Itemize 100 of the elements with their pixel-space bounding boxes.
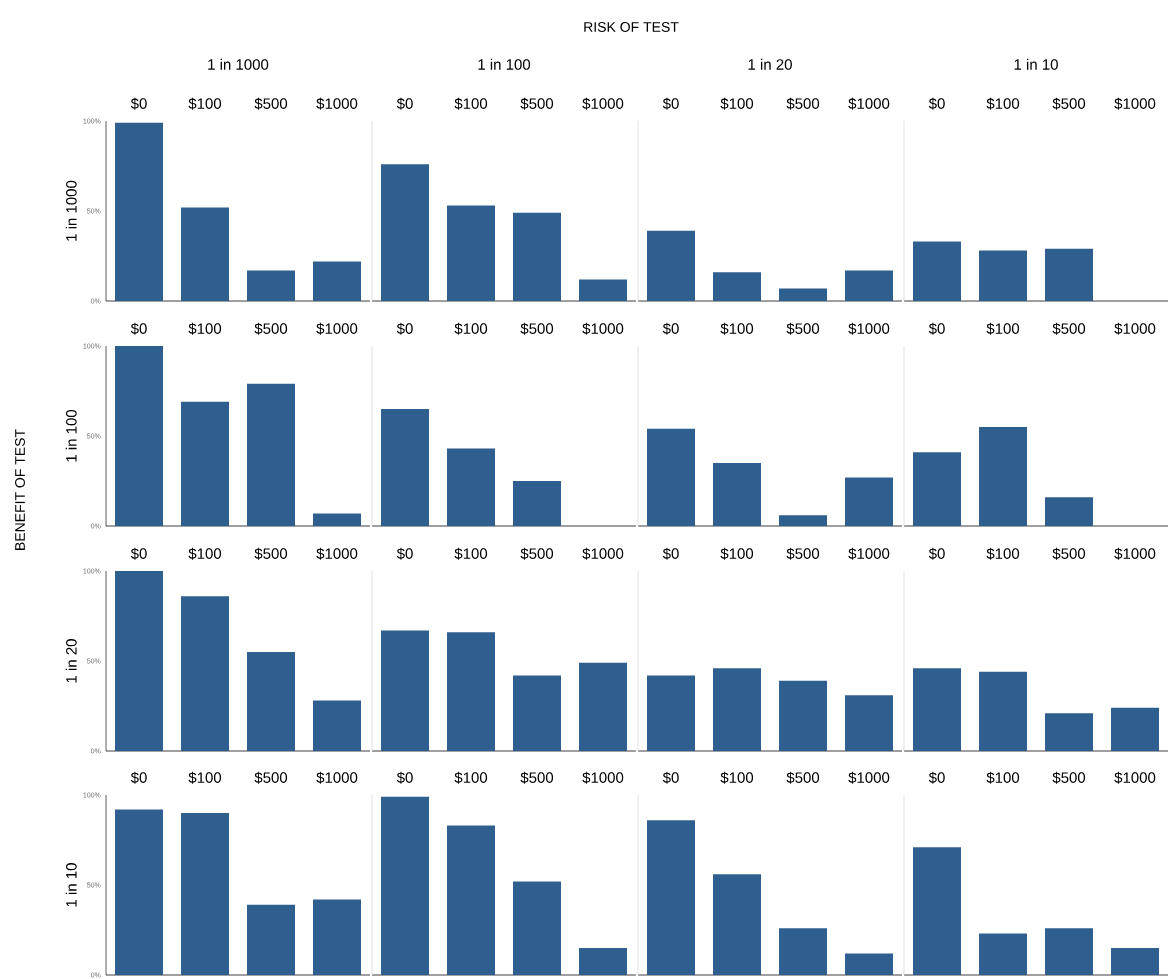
bar	[247, 904, 295, 976]
x-tick-label: $500	[786, 771, 820, 784]
x-tick-label: $500	[520, 771, 554, 784]
bar	[713, 874, 762, 976]
bar	[381, 796, 429, 976]
x-tick-label: $500	[1052, 771, 1086, 784]
x-tick-label: $500	[254, 771, 288, 784]
x-tick-label: $0	[928, 771, 945, 784]
x-tick-label: $1000	[848, 547, 890, 560]
x-tick-label: $0	[662, 547, 679, 560]
x-tick-label: $500	[786, 97, 820, 110]
x-tick-label: $1000	[1114, 97, 1156, 110]
x-tick-label: $500	[1052, 547, 1086, 560]
x-tick-label: $500	[786, 547, 820, 560]
x-tick-label: $500	[520, 322, 554, 335]
bar	[447, 632, 495, 752]
bar	[779, 288, 828, 301]
y-axis-title: 1 in 1000	[65, 180, 77, 241]
x-tick-label: $1000	[316, 322, 358, 335]
x-tick-label: $100	[986, 547, 1020, 560]
x-tick-label: $0	[662, 771, 679, 784]
bar	[513, 675, 561, 752]
x-tick-label: $0	[130, 322, 147, 335]
x-tick-label: $0	[928, 322, 945, 335]
bar	[313, 899, 361, 976]
bar	[115, 571, 163, 752]
bar	[845, 270, 894, 301]
x-tick-label: $1000	[1114, 547, 1156, 560]
bar	[845, 477, 894, 527]
bar	[913, 668, 962, 752]
x-tick-label: $100	[188, 97, 222, 110]
x-tick-label: $100	[720, 771, 754, 784]
bar	[313, 261, 361, 301]
x-tick-label: $100	[720, 547, 754, 560]
x-tick-label: $100	[986, 322, 1020, 335]
x-tick-label: $0	[130, 547, 147, 560]
bar	[779, 928, 828, 976]
x-tick-label: $1000	[848, 771, 890, 784]
x-tick-label: $500	[520, 97, 554, 110]
x-tick-label: $500	[1052, 97, 1086, 110]
chart-title: 1 in 100	[478, 58, 531, 70]
x-tick-label: $0	[396, 771, 413, 784]
bar	[647, 820, 696, 976]
x-tick-label: $500	[520, 547, 554, 560]
x-tick-label: $100	[454, 771, 488, 784]
x-tick-label: $100	[188, 771, 222, 784]
x-tick-label: $500	[786, 322, 820, 335]
bar	[1111, 707, 1160, 752]
bar	[713, 272, 762, 301]
bar	[513, 881, 561, 976]
bar	[181, 401, 229, 527]
x-tick-label: $0	[662, 322, 679, 335]
x-tick-label: $500	[1052, 322, 1086, 335]
bar	[579, 948, 627, 976]
x-tick-label: $100	[188, 547, 222, 560]
x-tick-label: $0	[396, 322, 413, 335]
bar	[247, 652, 295, 752]
bar	[447, 825, 495, 976]
bar	[115, 346, 163, 527]
x-tick-label: $0	[928, 97, 945, 110]
x-tick-label: $500	[254, 322, 288, 335]
chart-title: 1 in 1000	[208, 58, 269, 70]
text: BENEFIT OF TEST	[15, 429, 25, 550]
bar	[647, 230, 696, 301]
bar	[845, 695, 894, 752]
x-tick-label: $1000	[582, 322, 624, 335]
x-tick-label: $500	[254, 97, 288, 110]
x-tick-label: $1000	[582, 97, 624, 110]
bar	[845, 953, 894, 976]
bar	[979, 671, 1028, 752]
x-tick-label: $100	[720, 97, 754, 110]
x-tick-label: $1000	[848, 322, 890, 335]
bar	[447, 205, 495, 301]
x-tick-label: $1000	[316, 771, 358, 784]
x-tick-label: $1000	[316, 547, 358, 560]
x-tick-label: $1000	[1114, 771, 1156, 784]
bar	[1111, 948, 1160, 976]
y-axis-title: 1 in 20	[65, 639, 77, 683]
x-tick-label: $1000	[316, 97, 358, 110]
x-tick-label: $1000	[582, 771, 624, 784]
bar	[579, 279, 627, 301]
bar	[579, 662, 627, 752]
x-tick-label: $100	[454, 322, 488, 335]
bar	[381, 630, 429, 752]
x-tick-label: $0	[130, 771, 147, 784]
bar	[913, 847, 962, 976]
y-axis-title: 1 in 100	[65, 409, 77, 462]
bar	[1045, 928, 1094, 976]
bar	[313, 513, 361, 527]
bar	[647, 675, 696, 752]
bar	[979, 933, 1028, 976]
bar	[313, 700, 361, 752]
x-tick-label: $100	[720, 322, 754, 335]
chart-title: 1 in 10	[1014, 58, 1058, 70]
x-tick-label: $500	[254, 547, 288, 560]
x-tick-label: $1000	[848, 97, 890, 110]
bar	[513, 212, 561, 301]
bar	[779, 680, 828, 752]
bar	[247, 383, 295, 527]
bar	[247, 270, 295, 301]
